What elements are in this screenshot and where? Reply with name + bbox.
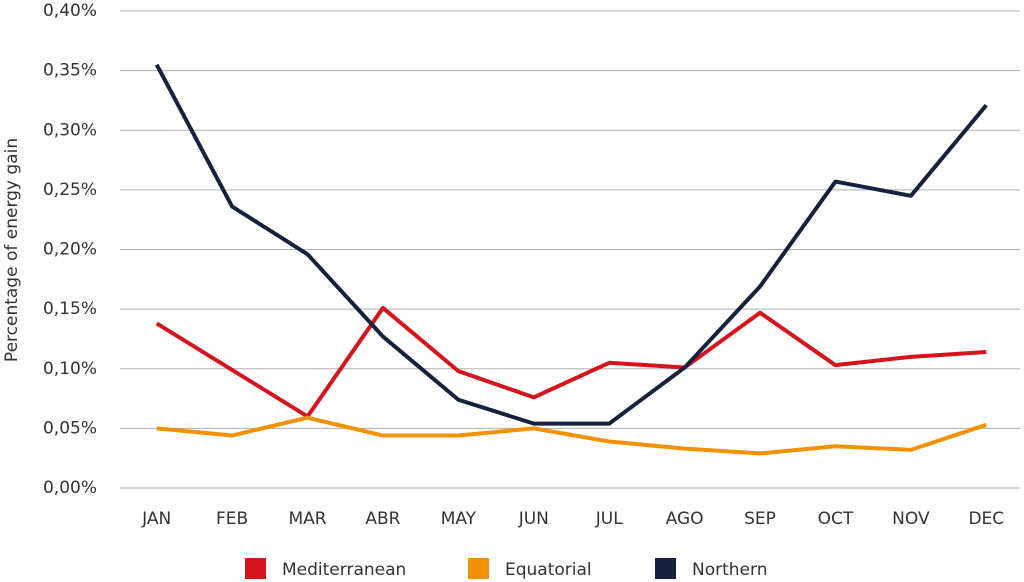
x-tick-label: MAR xyxy=(288,509,326,529)
y-tick-label: 0,15% xyxy=(43,299,97,319)
x-tick-label: NOV xyxy=(892,509,930,529)
y-tick-label: 0,35% xyxy=(43,61,97,81)
legend-label: Northern xyxy=(692,560,767,580)
series-line xyxy=(155,305,987,419)
x-tick-label: JAN xyxy=(141,509,171,529)
x-tick-label: DEC xyxy=(968,509,1004,529)
y-tick-label: 0,25% xyxy=(43,180,97,200)
y-tick-label: 0,40% xyxy=(43,1,97,21)
x-tick-label: ABR xyxy=(365,509,400,529)
x-tick-label: AGO xyxy=(666,509,704,529)
x-tick-label: SEP xyxy=(744,509,776,529)
x-tick-label: MAY xyxy=(441,509,477,529)
y-axis-title: Percentage of energy gain xyxy=(2,138,22,362)
x-tick-label: JUL xyxy=(595,509,623,529)
x-tick-label: FEB xyxy=(216,509,248,529)
legend-label: Equatorial xyxy=(505,560,592,580)
series-line xyxy=(154,63,988,426)
y-tick-label: 0,00% xyxy=(43,478,97,498)
series-line xyxy=(156,415,987,456)
legend-swatch xyxy=(468,558,489,579)
legend-swatch xyxy=(655,558,676,579)
legend-swatch xyxy=(245,558,266,579)
x-tick-label: OCT xyxy=(818,509,854,529)
x-tick-label: JUN xyxy=(518,509,549,529)
legend-label: Mediterranean xyxy=(282,560,406,580)
y-tick-label: 0,30% xyxy=(43,120,97,140)
y-tick-label: 0,20% xyxy=(43,240,97,260)
y-tick-label: 0,10% xyxy=(43,359,97,379)
y-tick-label: 0,05% xyxy=(43,418,97,438)
